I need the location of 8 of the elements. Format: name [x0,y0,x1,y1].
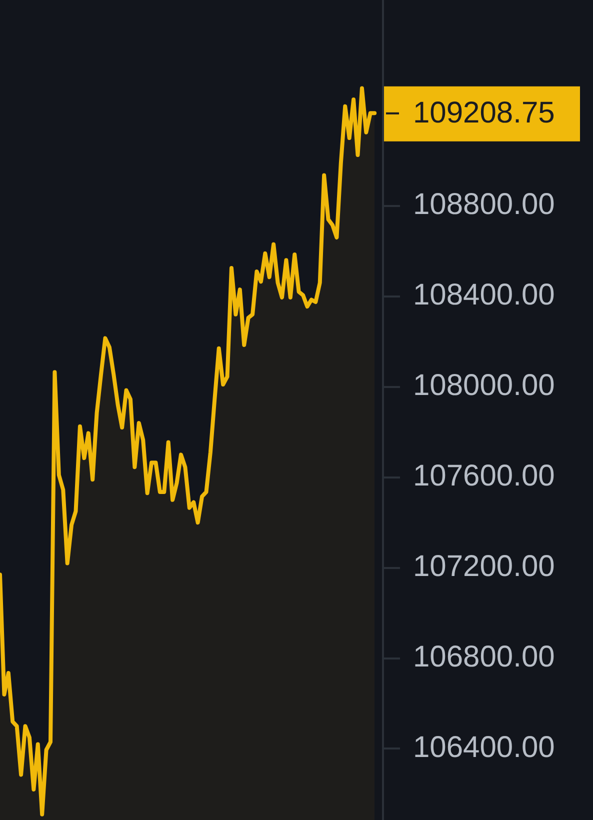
y-tick-label: 106400.00 [413,731,555,764]
ref-line-label: 109208.75 [413,96,555,130]
y-tick-label: 107200.00 [413,550,555,584]
y-tick-label: 108000.00 [413,369,555,402]
y-tick-label: 108400.00 [413,278,555,312]
y-tick-label: 108800.00 [413,188,555,222]
y-tick-label: 107600.00 [413,460,555,493]
y-tick-label: 106800.00 [413,640,555,674]
